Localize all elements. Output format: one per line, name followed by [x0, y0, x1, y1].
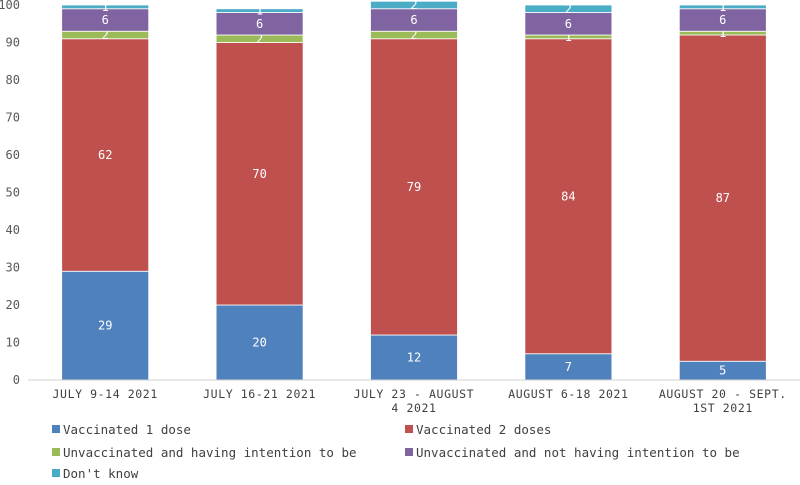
data-label: 87: [716, 191, 730, 205]
legend-label: Vaccinated 1 dose: [63, 422, 191, 437]
legend-swatch: [52, 448, 60, 456]
data-label: 6: [102, 13, 109, 27]
data-label: 12: [407, 351, 421, 365]
y-axis: 0 10 20 30 40 50 60 70 80 90 100: [0, 0, 20, 387]
data-label: 1: [102, 0, 109, 14]
data-label: 79: [407, 180, 421, 194]
y-tick-label: 0: [13, 373, 20, 387]
data-label: 2: [410, 28, 417, 42]
legend: Vaccinated 1 dose Vaccinated 2 doses Unvac…: [52, 422, 740, 481]
bar-segment: [215, 42, 304, 306]
data-label: 2: [256, 32, 263, 46]
bar-segment: [215, 304, 304, 381]
data-label: 6: [719, 13, 726, 27]
data-label: 6: [565, 17, 572, 31]
data-label: 84: [561, 189, 575, 203]
y-tick-label: 40: [6, 223, 20, 237]
bar-segment: [61, 38, 150, 272]
x-tick-label: JULY 9-14 2021: [53, 387, 158, 401]
x-tick-label: JULY 23 - AUGUST 4 2021: [354, 387, 474, 415]
bar-segment: [215, 8, 304, 13]
data-label: 6: [256, 17, 263, 31]
legend-label: Unvaccinated and not having intention to…: [416, 445, 740, 460]
data-label: 20: [252, 336, 266, 350]
data-label: 2: [410, 0, 417, 12]
legend-label: Unvaccinated and having intention to be: [63, 445, 357, 460]
x-tick-label: AUGUST 20 - SEPT. 1ST 2021: [659, 387, 787, 415]
y-tick-label: 30: [6, 261, 20, 275]
legend-swatch: [405, 425, 413, 433]
data-label: 1: [256, 4, 263, 18]
legend-swatch: [405, 448, 413, 456]
legend-label: Don't know: [63, 466, 139, 481]
data-label: 70: [252, 167, 266, 181]
data-label: 1: [719, 26, 726, 40]
bar-segment: [524, 4, 613, 13]
data-label: 5: [719, 364, 726, 378]
legend-swatch: [52, 469, 60, 477]
x-axis: JULY 9-14 2021 JULY 16-21 2021 JULY 23 - A…: [28, 379, 800, 415]
y-tick-label: 50: [6, 186, 20, 200]
x-tick-label: AUGUST 6-18 2021: [508, 387, 628, 401]
data-label: 7: [565, 360, 572, 374]
y-tick-label: 80: [6, 73, 20, 87]
bar-segment: [61, 270, 150, 381]
bar-segment: [678, 4, 767, 10]
data-label: 1: [565, 30, 572, 44]
bar-segment: [61, 4, 150, 10]
y-tick-label: 70: [6, 111, 20, 125]
bar-segment: [524, 38, 613, 355]
y-tick-label: 20: [6, 298, 20, 312]
legend-swatch: [52, 425, 60, 433]
bar-segment: [370, 334, 458, 381]
data-label: 62: [98, 148, 112, 162]
data-label: 29: [98, 319, 112, 333]
y-tick-label: 10: [6, 336, 20, 350]
legend-label: Vaccinated 2 doses: [416, 422, 551, 437]
data-label: 2: [102, 28, 109, 42]
y-tick-label: 100: [0, 0, 20, 12]
data-label: 6: [410, 13, 417, 27]
y-tick-label: 90: [6, 36, 20, 50]
x-tick-label: JULY 16-21 2021: [203, 387, 316, 401]
bar-segment: [524, 353, 613, 381]
bar-segment: [370, 0, 458, 10]
bar-segment: [678, 34, 767, 362]
data-label: 1: [719, 0, 726, 14]
data-label: 2: [565, 2, 572, 16]
y-tick-label: 60: [6, 148, 20, 162]
